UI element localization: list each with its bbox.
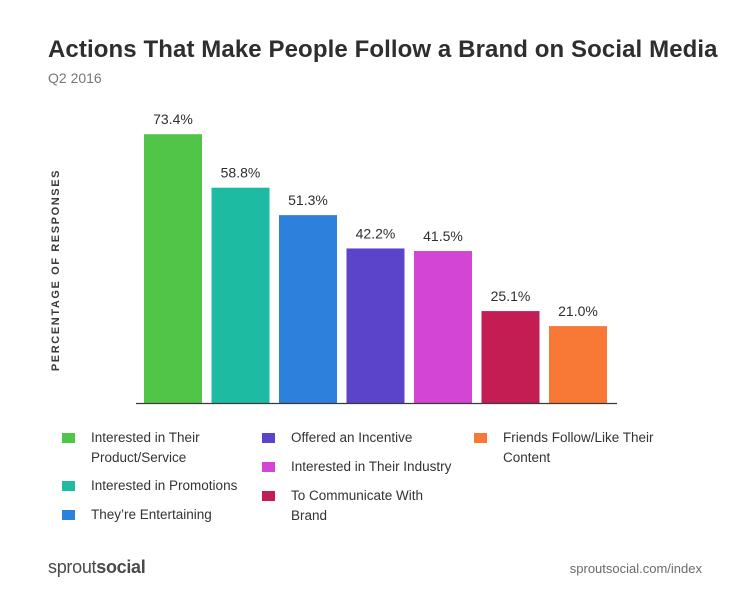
legend-swatch: [474, 433, 487, 443]
legend-swatch: [62, 433, 75, 443]
legend-label: Friends Follow/Like Their: [503, 430, 654, 445]
bar-value-label: 58.8%: [221, 165, 261, 181]
bar: [211, 187, 270, 403]
sprout-social-logo: sproutsocial: [48, 557, 146, 577]
bar-value-label: 73.4%: [153, 111, 193, 127]
bar-value-label: 41.5%: [423, 228, 463, 244]
legend-swatch: [62, 481, 75, 491]
legend-label: They’re Entertaining: [91, 507, 212, 522]
bar-chart: 73.4% 58.8% 51.3% 42.2% 41.5% 25.1% 21.0%: [136, 111, 617, 405]
legend-label-line2: Content: [503, 450, 551, 465]
legend-label-line2: Brand: [291, 508, 328, 523]
bar: [279, 215, 337, 403]
bar: [144, 134, 202, 403]
legend-item: They’re Entertaining: [62, 505, 241, 525]
bar-value-label: 21.0%: [558, 303, 598, 319]
legend-item: To Communicate With Brand: [262, 486, 441, 526]
chart-title: Actions That Make People Follow a Brand …: [48, 36, 718, 63]
legend-item: Interested in Their Industry: [262, 457, 471, 477]
bar: [481, 311, 540, 403]
bar: [346, 248, 405, 403]
legend-item: Interested in Promotions: [62, 476, 241, 496]
legend-label-line2: Product/Service: [91, 450, 187, 465]
bar-value-label: 25.1%: [491, 288, 531, 304]
legend-swatch: [262, 462, 275, 472]
legend-label: Interested in Promotions: [91, 478, 238, 493]
legend-label: Offered an Incentive: [291, 430, 413, 445]
legend-label: Interested in Their: [91, 430, 200, 445]
legend-item: Interested in Their Product/Service: [62, 428, 241, 468]
source-link[interactable]: sproutsocial.com/index: [569, 561, 702, 576]
legend-label: Interested in Their Industry: [291, 459, 452, 474]
legend-swatch: [262, 433, 275, 443]
legend-swatch: [262, 491, 275, 501]
bar: [414, 251, 472, 403]
bar: [549, 326, 607, 403]
legend-label: To Communicate With: [291, 488, 424, 503]
legend-swatch: [62, 510, 75, 520]
chart-subtitle: Q2 2016: [48, 70, 102, 86]
bar-value-label: 42.2%: [356, 225, 396, 241]
legend-item: Offered an Incentive: [262, 428, 461, 448]
legend-item: Friends Follow/Like Their Content: [474, 428, 683, 468]
bar-value-label: 51.3%: [288, 192, 328, 208]
